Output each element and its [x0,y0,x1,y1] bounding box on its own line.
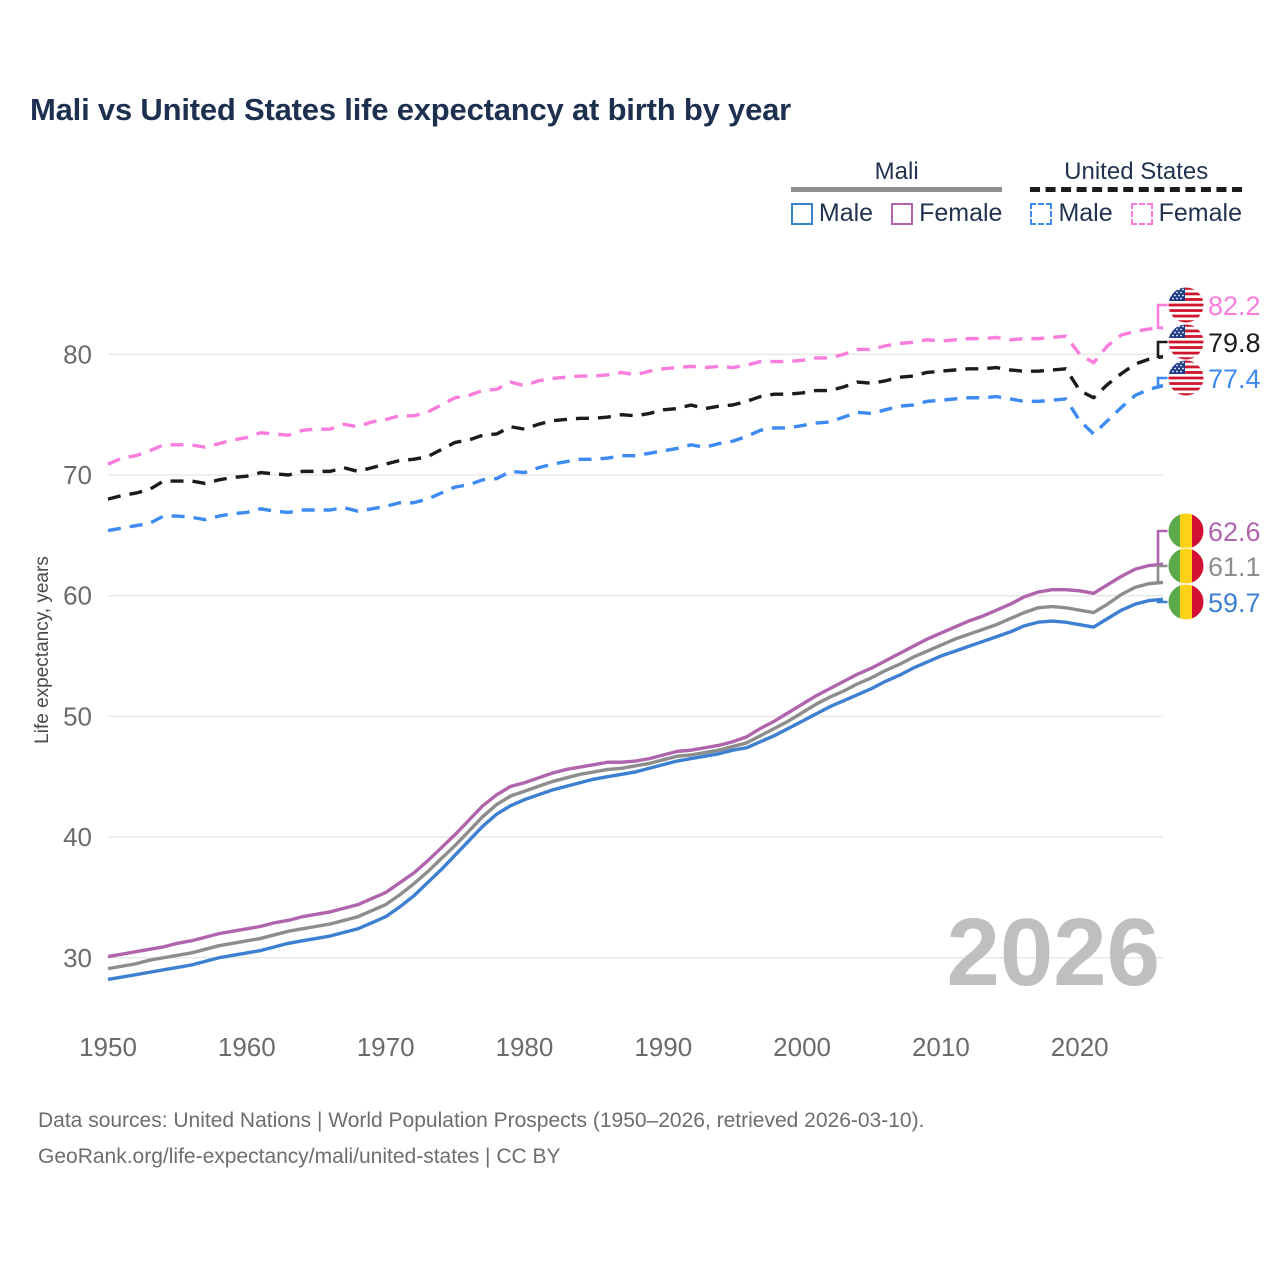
footer-line-2[interactable]: GeoRank.org/life-expectancy/mali/united-… [38,1145,561,1169]
page-title: Mali vs United States life expectancy at… [30,92,792,127]
end-value-label: 79.8 [1208,328,1261,358]
end-value-label: 61.1 [1208,552,1261,582]
y-axis-tick-label: 30 [63,943,92,973]
series-line-united-states-female [107,326,1164,466]
legend-label-mali-male: Male [818,199,874,227]
x-axis-tick-label: 1970 [357,1032,415,1062]
x-axis-tick-label: 2000 [773,1032,831,1062]
y-axis-tick-label: 80 [63,339,92,369]
legend-group-mali: Mali Male Female [790,158,1003,228]
y-axis-tick-label: 60 [63,581,92,611]
x-axis-tick-label: 2010 [912,1032,970,1062]
legend-group-title-mali: Mali [874,158,919,185]
end-leader-line [1156,340,1168,358]
x-axis-tick-label: 1960 [218,1032,276,1062]
y-axis-tick-labels: 30 40 50 60 70 80 [63,339,92,972]
legend-item-us-female[interactable]: Female [1130,199,1242,228]
mali-flag-icon [1167,547,1205,585]
end-leader-line [1156,598,1168,604]
legend-swatch-us-male [1030,202,1053,225]
legend-item-mali-male[interactable]: Male [790,199,874,228]
mali-flag-icon [1167,512,1205,550]
legend-label-us-male: Male [1058,199,1113,227]
us-flag-icon [1167,286,1205,324]
legend-swatch-mali-male [790,202,813,225]
legend-item-us-male[interactable]: Male [1030,199,1113,228]
series-line-united-states-male [107,384,1164,533]
end-value-label: 77.4 [1208,364,1261,394]
end-leader-line [1156,529,1168,566]
end-leader-line [1156,376,1168,387]
x-axis-tick-label: 2020 [1051,1032,1109,1062]
x-axis-tick-label: 1980 [496,1032,554,1062]
series-line-mali-female [107,562,1164,959]
series-line-mali-total [107,580,1164,971]
legend-group-title-united-states: United States [1064,158,1209,185]
legend-rule-mali [790,187,1003,192]
legend-swatch-us-female [1130,202,1153,225]
legend-label-mali-female: Female [919,199,1003,227]
footer-sources: Data sources: United Nations | World Pop… [38,1103,924,1175]
end-value-label: 82.2 [1208,291,1261,321]
mali-flag-icon [1167,583,1205,621]
end-value-label: 59.7 [1208,588,1261,618]
year-watermark: 2026 [946,899,1160,1006]
y-axis-tick-label: 70 [63,460,92,490]
series-line-mali-male [107,597,1164,982]
chart-legend: Mali Male Female United States Male [790,158,1242,228]
legend-swatch-mali-female [891,202,914,225]
footer-line-1: Data sources: United Nations | World Pop… [38,1109,925,1132]
x-axis-tick-labels: 1950 1960 1970 1980 1990 2000 2010 2020 [79,1032,1109,1062]
end-value-label: 62.6 [1208,517,1261,547]
legend-rule-united-states [1030,187,1242,192]
chart-end-markers: 82.2 79.8 77.4 62.6 61.1 59.7 [1156,286,1261,621]
us-flag-icon [1167,323,1205,361]
end-leader-line [1156,303,1168,330]
legend-label-us-female: Female [1158,199,1242,227]
x-axis-tick-label: 1990 [634,1032,692,1062]
legend-group-united-states: United States Male Female [1030,158,1242,228]
legend-item-mali-female[interactable]: Female [891,199,1002,228]
y-axis-tick-label: 40 [63,822,92,852]
chart-gridlines [108,353,1163,959]
us-flag-icon [1167,359,1205,397]
chart-series-lines [107,326,1164,982]
y-axis-tick-label: 50 [63,701,92,731]
y-axis-title: Life expectancy, years [32,556,53,744]
x-axis-tick-label: 1950 [79,1032,137,1062]
end-leader-line [1156,564,1168,584]
series-line-united-states-total [107,355,1164,501]
